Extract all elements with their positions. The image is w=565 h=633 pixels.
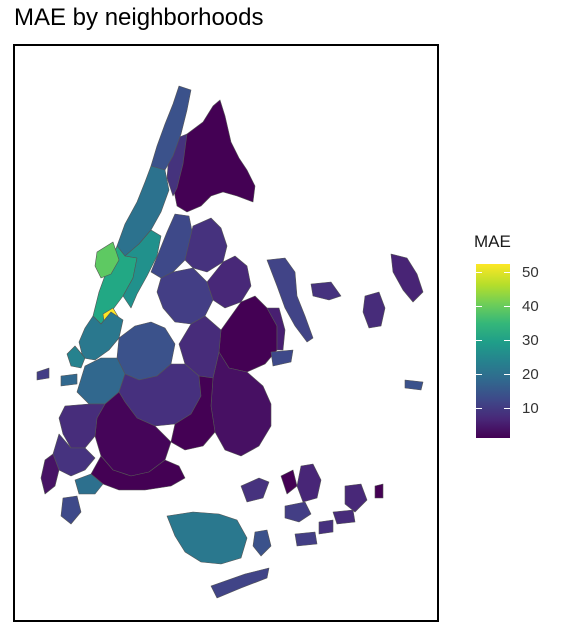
island-ne-1: [266, 257, 314, 343]
island-e-2: [270, 349, 294, 367]
legend-tick: [504, 408, 510, 409]
chart-title: MAE by neighborhoods: [14, 4, 264, 31]
island-small-2: [36, 367, 50, 381]
legend: MAE 50 40 30 20 10: [474, 232, 554, 442]
island-s-1: [240, 477, 270, 503]
rockaway: [210, 567, 270, 599]
brooklyn-east: [170, 375, 216, 451]
island-s-3: [252, 529, 272, 557]
manhattan-lower: [78, 311, 124, 361]
legend-title: MAE: [474, 232, 511, 251]
queens-east: [218, 295, 278, 373]
staten-island-main: [166, 511, 248, 565]
manhattan-midtown-high: [94, 241, 120, 279]
island-ne-3: [390, 253, 424, 303]
brooklyn-southwest: [58, 403, 106, 449]
island-e-1: [362, 291, 386, 329]
legend-tick: [476, 408, 482, 409]
legend-tick-label: 30: [522, 332, 539, 349]
queens-flushing-east: [266, 307, 286, 351]
island-small-1: [404, 379, 424, 391]
legend-tick: [476, 306, 482, 307]
queens-mid: [156, 267, 214, 325]
legend-tick-label: 50: [522, 264, 539, 281]
legend-colorbar: [476, 264, 510, 438]
map-panel: [13, 44, 439, 622]
brooklyn-bay: [40, 453, 60, 495]
manhattan-east-mid: [122, 229, 162, 309]
island-s-9: [374, 483, 384, 499]
legend-tick: [476, 272, 482, 273]
legend-tick: [504, 374, 510, 375]
legend-tick: [476, 374, 482, 375]
legend-tick: [504, 272, 510, 273]
island-s-4: [280, 469, 298, 495]
island-small-3: [60, 373, 78, 387]
manhattan-tip: [66, 345, 86, 369]
island-ne-2: [310, 281, 342, 301]
legend-tick: [476, 340, 482, 341]
island-s-2: [296, 463, 322, 503]
nyc-map: [36, 85, 424, 599]
legend-tick-label: 10: [522, 400, 539, 417]
island-s-7: [332, 509, 356, 525]
legend-tick-label: 20: [522, 366, 539, 383]
staten-island-west: [60, 495, 82, 525]
brooklyn-coney: [74, 473, 104, 495]
island-s-5: [284, 501, 312, 523]
legend-tick: [504, 306, 510, 307]
legend-tick: [504, 340, 510, 341]
island-s-10: [294, 531, 318, 547]
island-s-8: [318, 519, 334, 535]
island-s-6: [344, 483, 368, 513]
legend-tick-label: 40: [522, 298, 539, 315]
